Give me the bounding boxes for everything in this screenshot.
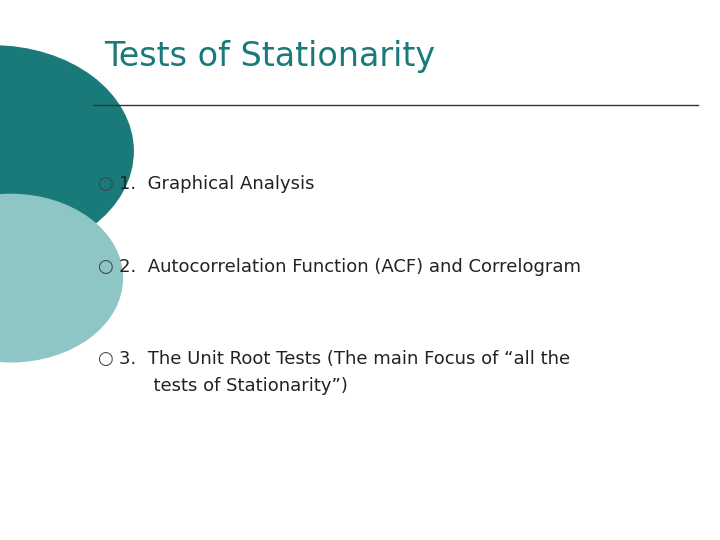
Text: 1.  Graphical Analysis: 1. Graphical Analysis <box>119 174 315 193</box>
Circle shape <box>0 194 122 362</box>
Text: 3.  The Unit Root Tests (The main Focus of “all the: 3. The Unit Root Tests (The main Focus o… <box>119 350 570 368</box>
Text: ○: ○ <box>96 258 112 276</box>
Text: Tests of Stationarity: Tests of Stationarity <box>104 40 436 73</box>
Circle shape <box>0 46 133 256</box>
Text: tests of Stationarity”): tests of Stationarity”) <box>119 377 348 395</box>
Text: ○: ○ <box>96 174 112 193</box>
Text: ○: ○ <box>96 350 112 368</box>
Text: 2.  Autocorrelation Function (ACF) and Correlogram: 2. Autocorrelation Function (ACF) and Co… <box>119 258 581 276</box>
